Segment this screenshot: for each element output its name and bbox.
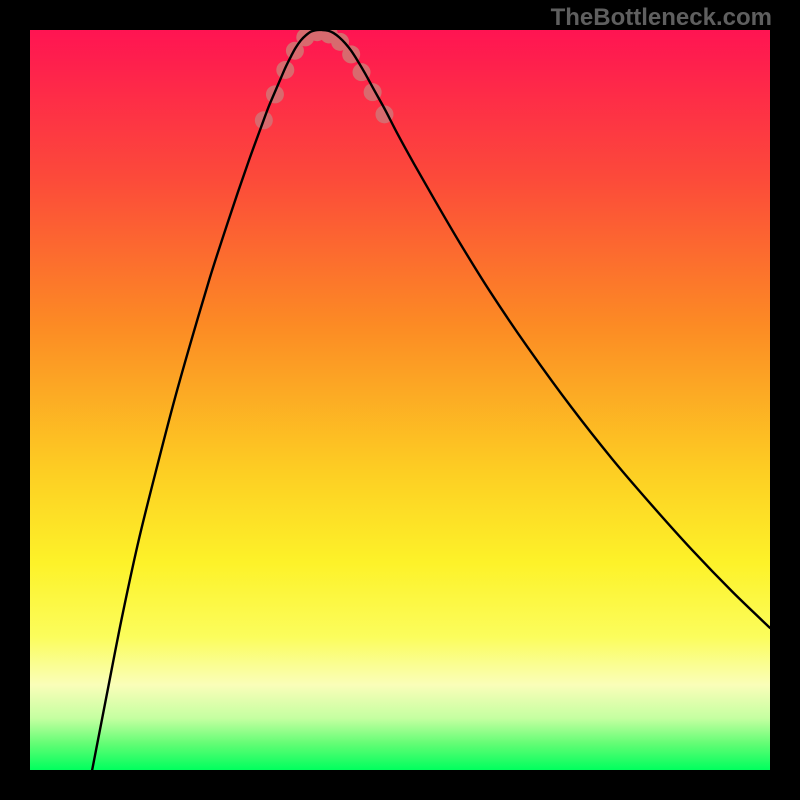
chart-svg [30,30,770,770]
watermark-text: TheBottleneck.com [551,4,772,32]
chart-container: TheBottleneck.com [0,0,800,800]
plot-area [30,30,770,770]
